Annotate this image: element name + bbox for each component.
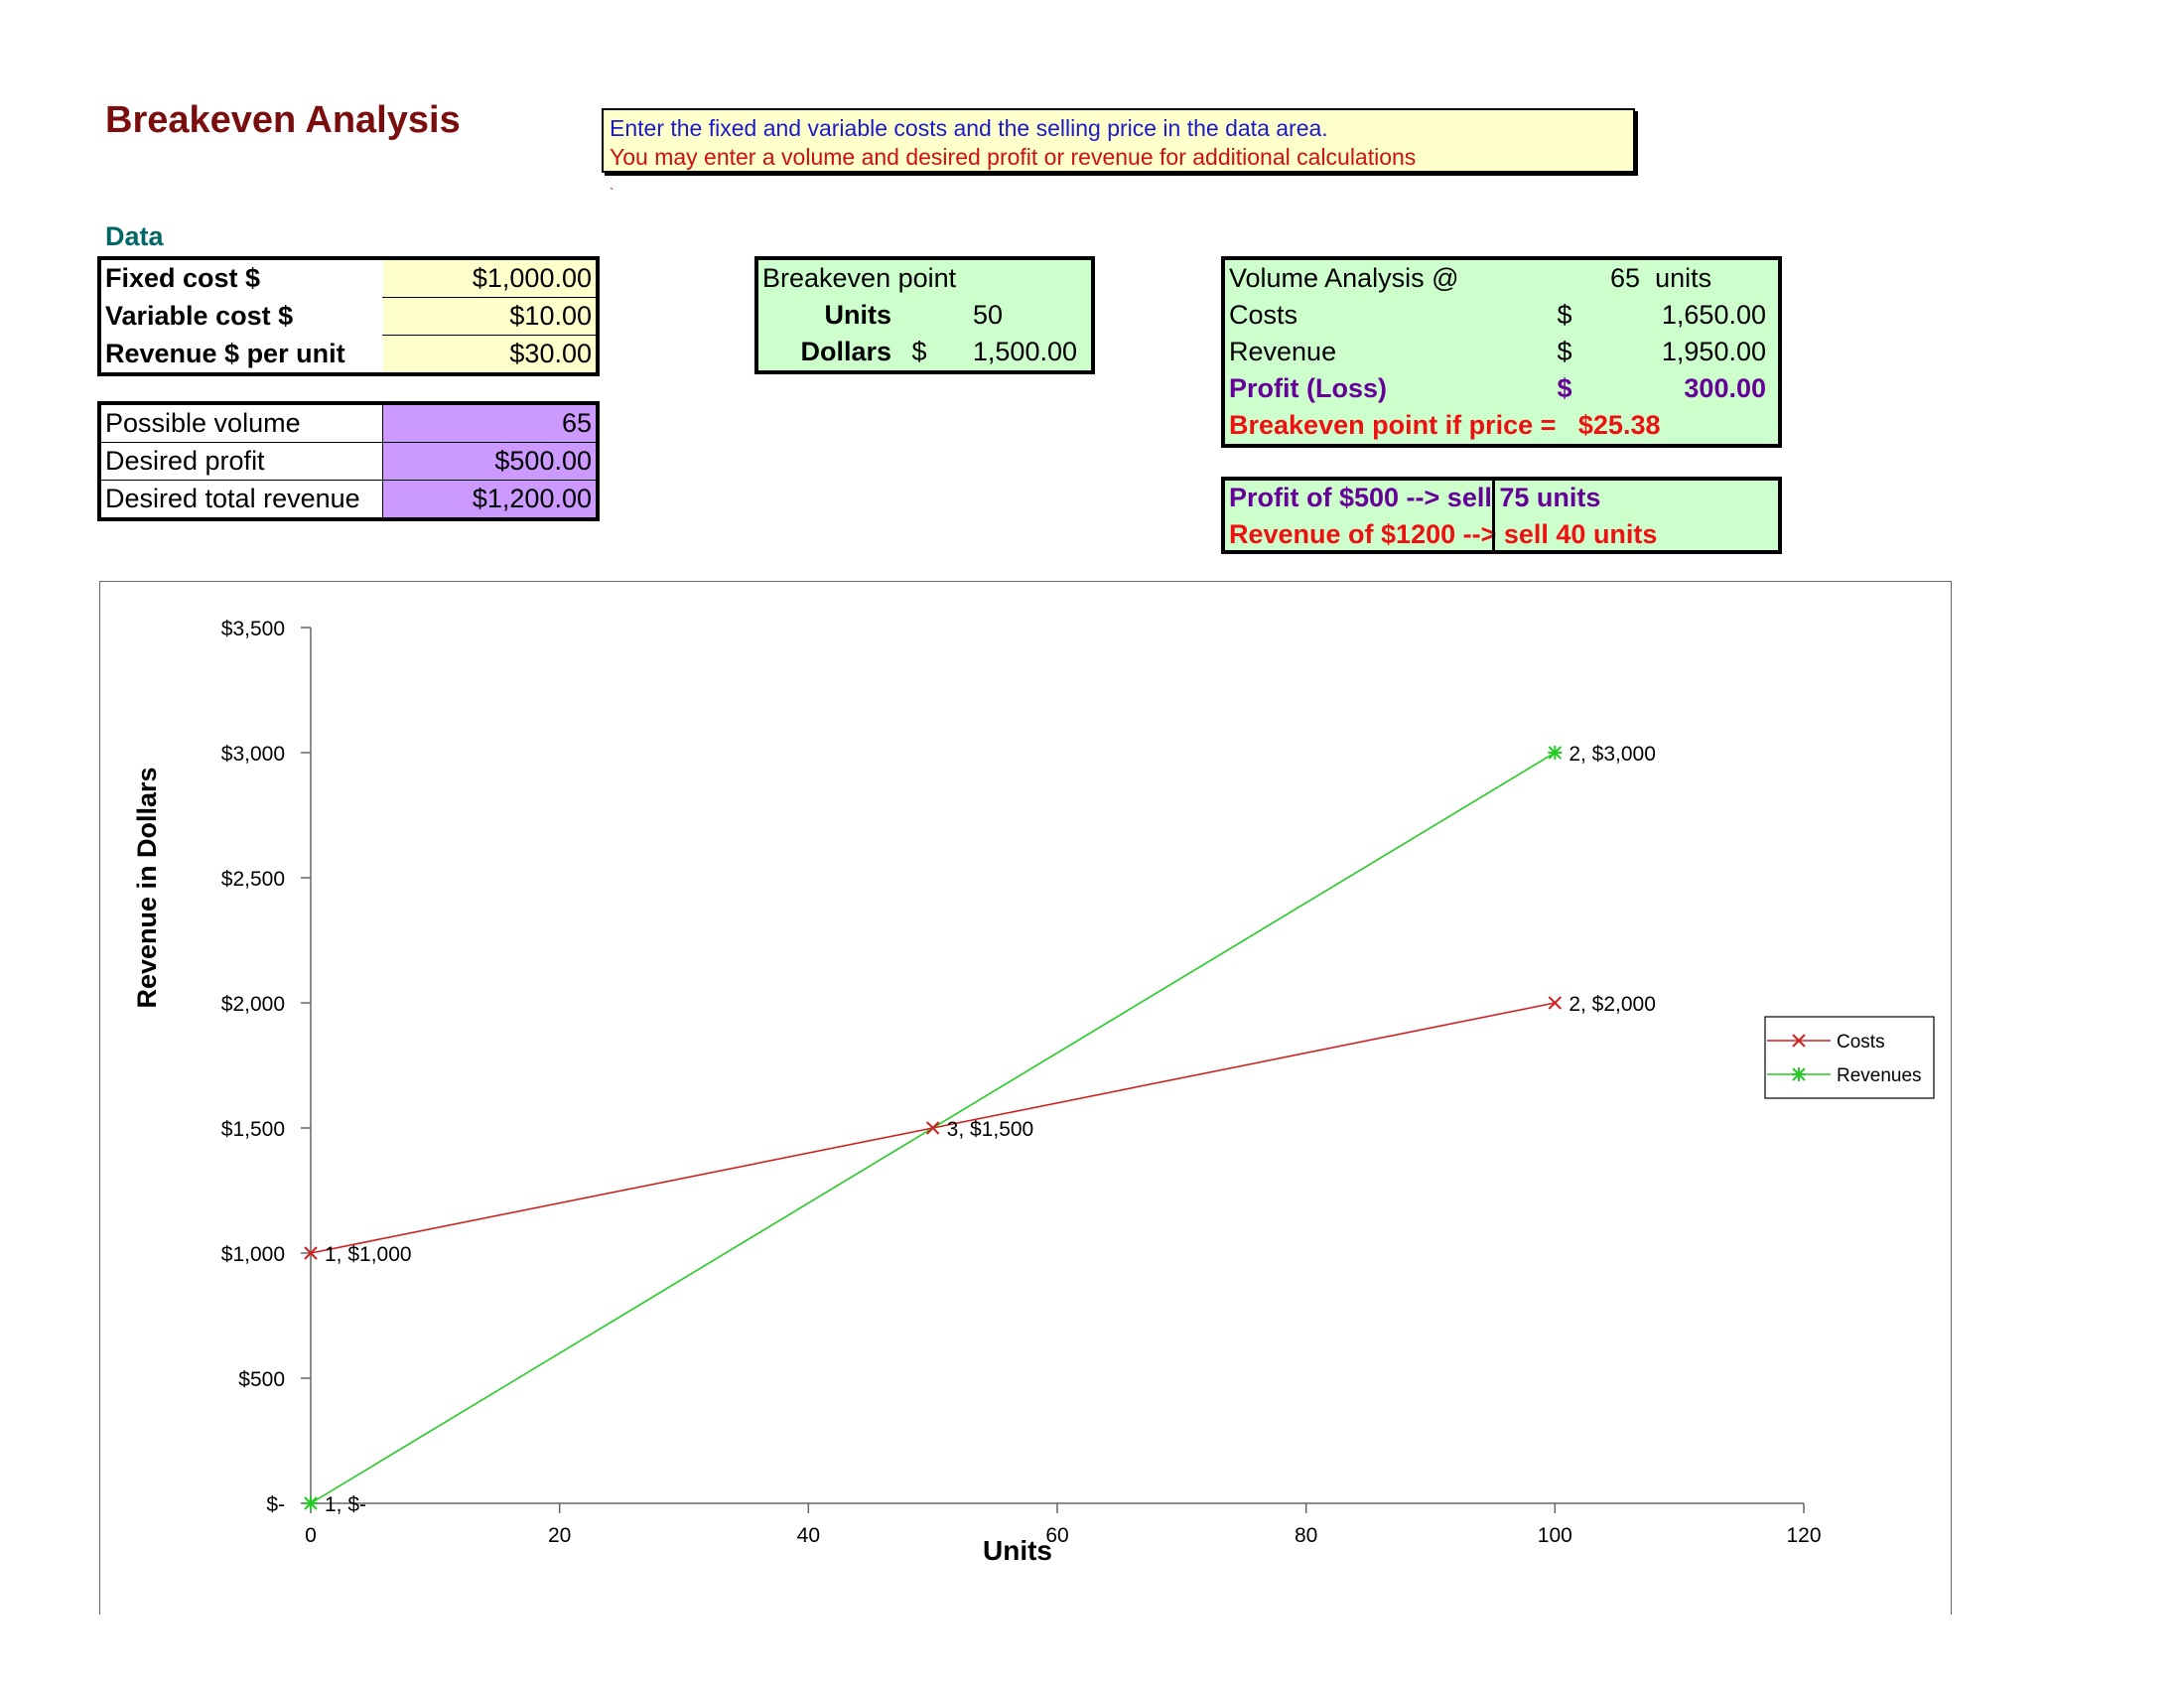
revenue-target-line: Revenue of $1200 --> sell 40 units bbox=[1229, 519, 1658, 549]
revenue-per-unit-input[interactable]: $30.00 bbox=[382, 335, 598, 374]
targets-box: Profit of $500 --> sell 75 units Revenue… bbox=[1221, 477, 1782, 554]
data-point-revenues bbox=[1548, 746, 1563, 760]
x-tick-label: 100 bbox=[1538, 1524, 1572, 1547]
instructions-line-2: You may enter a volume and desired profi… bbox=[610, 144, 1417, 170]
input-row-desired-revenue: Desired total revenue $1,200.00 bbox=[99, 480, 598, 519]
data-point-costs bbox=[925, 1121, 940, 1135]
y-tick-label: $3,000 bbox=[221, 743, 285, 766]
y-tick-label: $2,500 bbox=[221, 868, 285, 891]
desired-profit-label: Desired profit bbox=[99, 442, 383, 481]
x-axis-label: Units bbox=[983, 1535, 1052, 1566]
costs-label: Costs bbox=[1223, 297, 1531, 334]
volume-analysis-volume: 65 bbox=[1610, 263, 1641, 293]
profit-value: 300.00 bbox=[1598, 370, 1780, 407]
variable-cost-label: Variable cost $ bbox=[99, 297, 383, 336]
data-point-label: 1, $- bbox=[325, 1493, 366, 1516]
fixed-cost-input[interactable]: $1,000.00 bbox=[382, 258, 598, 298]
x-tick-label: 40 bbox=[797, 1524, 820, 1547]
data-point-label: 1, $1,000 bbox=[325, 1243, 412, 1266]
x-tick-label: 0 bbox=[305, 1524, 317, 1547]
additional-inputs-table: Possible volume 65 Desired profit $500.0… bbox=[97, 401, 600, 521]
chart-points bbox=[304, 746, 1563, 1510]
breakeven-heading: Breakeven point bbox=[756, 258, 1093, 297]
input-row-revenue-per-unit: Revenue $ per unit $30.00 bbox=[99, 335, 598, 374]
instructions-note: Enter the fixed and variable costs and t… bbox=[602, 108, 1635, 173]
legend-marker-revenues bbox=[1792, 1067, 1806, 1081]
x-tick-label: 20 bbox=[548, 1524, 571, 1547]
costs-symbol: $ bbox=[1531, 297, 1598, 334]
revenue-per-unit-label: Revenue $ per unit bbox=[99, 335, 383, 374]
possible-volume-input[interactable]: 65 bbox=[382, 403, 598, 443]
desired-profit-input[interactable]: $500.00 bbox=[382, 442, 598, 481]
data-point-costs bbox=[304, 1246, 318, 1260]
instructions-line-1: Enter the fixed and variable costs and t… bbox=[610, 115, 1328, 141]
volume-analysis-heading: Volume Analysis @ bbox=[1223, 258, 1531, 297]
y-axis-label: Revenue in Dollars bbox=[132, 767, 162, 1008]
breakeven-dollars-symbol: $ bbox=[895, 334, 943, 372]
chart-legend: Costs Revenues bbox=[1764, 1016, 1935, 1099]
data-point-costs bbox=[1548, 996, 1563, 1010]
variable-cost-input[interactable]: $10.00 bbox=[382, 297, 598, 336]
y-tick-label: $500 bbox=[238, 1368, 285, 1391]
price-breakeven-label: Breakeven point if price = bbox=[1229, 410, 1557, 440]
costs-value: 1,650.00 bbox=[1598, 297, 1780, 334]
possible-volume-label: Possible volume bbox=[99, 403, 383, 443]
desired-revenue-input[interactable]: $1,200.00 bbox=[382, 480, 598, 519]
input-row-possible-volume: Possible volume 65 bbox=[99, 403, 598, 443]
price-breakeven-value: $25.38 bbox=[1577, 410, 1661, 440]
chart-point-labels: 1, $1,000 3, $1,500 2, $2,000 1, $- 2, $3,00… bbox=[325, 743, 1656, 1516]
legend-label-revenues: Revenues bbox=[1837, 1065, 1922, 1086]
x-tick-label: 60 bbox=[1045, 1524, 1068, 1547]
page-title: Breakeven Analysis bbox=[105, 99, 461, 141]
x-tick-labels: 0 20 40 60 80 100 120 bbox=[305, 1524, 1821, 1547]
y-tick-label: $2,000 bbox=[221, 993, 285, 1016]
legend-label-costs: Costs bbox=[1837, 1032, 1885, 1053]
breakeven-dollars-label: Dollars bbox=[756, 334, 895, 372]
volume-analysis-table: Volume Analysis @ 65 units Costs $ 1,650… bbox=[1221, 256, 1782, 448]
legend-marker-costs bbox=[1792, 1034, 1806, 1048]
y-tick-label: $1,000 bbox=[221, 1243, 285, 1266]
breakeven-point-table: Breakeven point Units 50 Dollars $ 1,500… bbox=[754, 256, 1095, 374]
input-row-fixed-cost: Fixed cost $ $1,000.00 bbox=[99, 258, 598, 298]
revenue-label: Revenue bbox=[1223, 334, 1531, 370]
volume-analysis-units: units bbox=[1655, 263, 1712, 293]
note-mark: ` bbox=[610, 185, 614, 201]
chart-frame bbox=[99, 581, 1952, 1615]
y-tick-labels: $- $500 $1,000 $1,500 $2,000 $2,500 $3,000 $3,5… bbox=[221, 618, 285, 1516]
breakeven-units-label: Units bbox=[756, 297, 895, 334]
chart-axes bbox=[301, 627, 1805, 1513]
input-row-variable-cost: Variable cost $ $10.00 bbox=[99, 297, 598, 336]
revenue-value: 1,950.00 bbox=[1598, 334, 1780, 370]
targets-divider bbox=[1492, 481, 1495, 550]
y-tick-label: $1,500 bbox=[221, 1118, 285, 1141]
revenue-symbol: $ bbox=[1531, 334, 1598, 370]
cost-inputs-table: Fixed cost $ $1,000.00 Variable cost $ $… bbox=[97, 256, 600, 376]
data-point-label: 2, $3,000 bbox=[1569, 743, 1656, 766]
input-row-desired-profit: Desired profit $500.00 bbox=[99, 442, 598, 481]
data-point-label: 3, $1,500 bbox=[947, 1118, 1034, 1141]
y-tick-label: $3,500 bbox=[221, 618, 285, 640]
profit-label: Profit (Loss) bbox=[1223, 370, 1531, 407]
profit-symbol: $ bbox=[1531, 370, 1598, 407]
legend-box bbox=[1764, 1016, 1935, 1099]
fixed-cost-label: Fixed cost $ bbox=[99, 258, 383, 298]
breakeven-units-value: 50 bbox=[943, 297, 1093, 334]
data-point-revenues bbox=[304, 1496, 318, 1510]
x-tick-label: 80 bbox=[1295, 1524, 1317, 1547]
data-point-label: 2, $2,000 bbox=[1569, 993, 1656, 1016]
desired-revenue-label: Desired total revenue bbox=[99, 480, 383, 519]
data-heading: Data bbox=[105, 221, 164, 251]
profit-target-line: Profit of $500 --> sell 75 units bbox=[1229, 483, 1601, 512]
breakeven-dollars-value: 1,500.00 bbox=[943, 334, 1093, 372]
y-tick-label: $- bbox=[266, 1493, 285, 1516]
x-tick-label: 120 bbox=[1786, 1524, 1821, 1547]
